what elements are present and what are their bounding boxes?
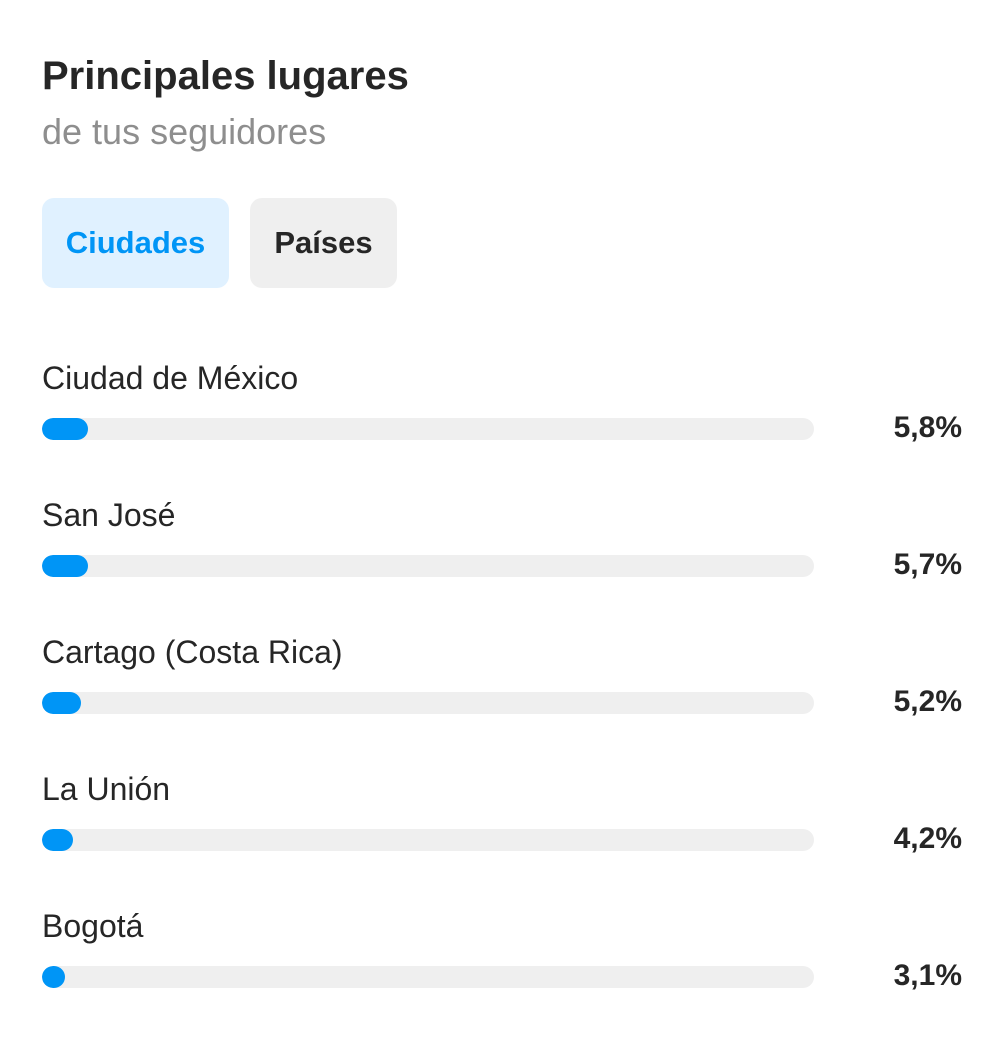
percent-value: 5,8%: [893, 411, 962, 444]
percent-value: 3,1%: [893, 959, 962, 992]
progress-track: [42, 555, 814, 577]
location-tabs: Ciudades Países: [42, 198, 397, 288]
page-title: Principales lugares: [42, 54, 409, 98]
list-item: Bogotá 3,1%: [42, 902, 962, 1039]
list-item: Cartago (Costa Rica) 5,2%: [42, 628, 962, 765]
tab-ciudades[interactable]: Ciudades: [42, 198, 229, 288]
tab-paises[interactable]: Países: [250, 198, 397, 288]
progress-fill: [42, 829, 73, 851]
progress-track: [42, 829, 814, 851]
percent-value: 5,7%: [893, 548, 962, 581]
progress-fill: [42, 418, 89, 440]
list-item: Ciudad de México 5,8%: [42, 354, 962, 491]
percent-value: 4,2%: [893, 822, 962, 855]
percent-value: 5,2%: [893, 685, 962, 718]
location-name: San José: [42, 497, 176, 533]
page-subtitle: de tus seguidores: [42, 111, 327, 152]
locations-list: Ciudad de México 5,8% San José 5,7% Cart…: [42, 354, 962, 1039]
location-name: Bogotá: [42, 908, 144, 944]
progress-track: [42, 966, 814, 988]
progress-fill: [42, 966, 66, 988]
progress-track: [42, 418, 814, 440]
location-name: Ciudad de México: [42, 360, 299, 396]
location-name: La Unión: [42, 771, 171, 807]
location-name: Cartago (Costa Rica): [42, 634, 343, 670]
progress-track: [42, 692, 814, 714]
progress-fill: [42, 692, 81, 714]
list-item: La Unión 4,2%: [42, 765, 962, 902]
progress-fill: [42, 555, 89, 577]
list-item: San José 5,7%: [42, 491, 962, 628]
